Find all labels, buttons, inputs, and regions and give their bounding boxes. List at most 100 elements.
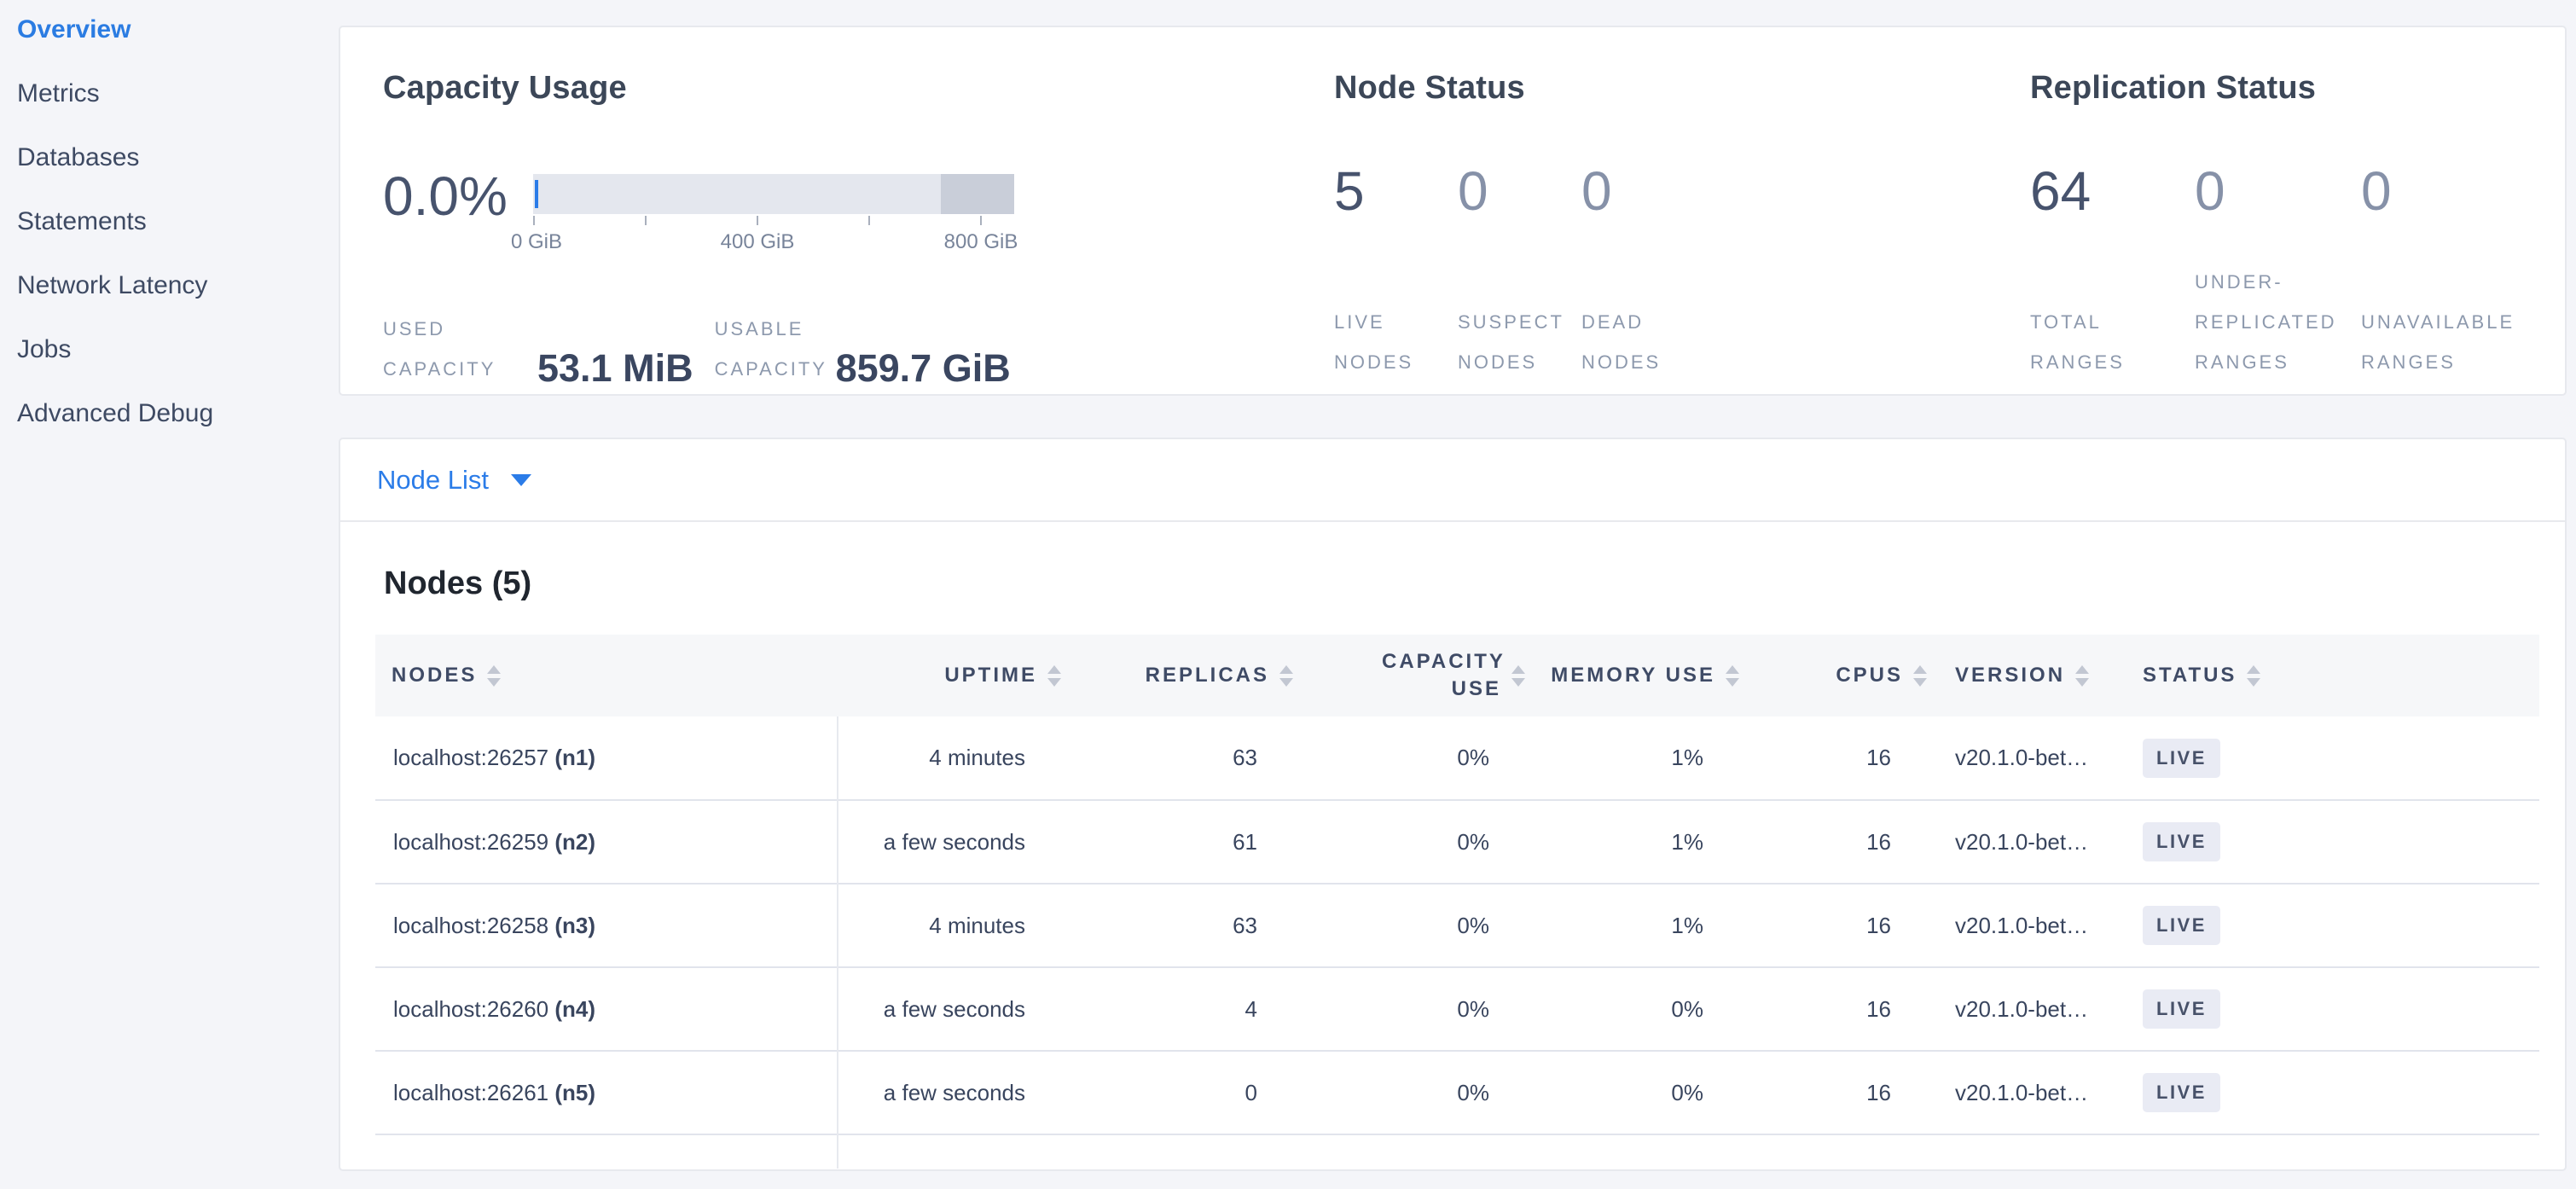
unavailable-ranges-label: UNAVAILABLE RANGES: [2361, 311, 2515, 373]
uptime-cell: 4 minutes: [929, 912, 1025, 938]
column-header-memory-use[interactable]: MEMORY USE: [1496, 635, 1739, 716]
column-header-uptime[interactable]: UPTIME: [838, 635, 1061, 716]
axis-tick: [533, 216, 535, 225]
column-header-status[interactable]: STATUS: [2143, 635, 2539, 716]
used-capacity-stat: USED CAPACITY 53.1 MiB: [383, 309, 693, 389]
version-cell: v20.1.0-bet…: [1955, 745, 2089, 770]
table-row: localhost:26261 (n5) a few seconds 0 0% …: [375, 1051, 2539, 1134]
dead-nodes-value: 0: [1581, 160, 1612, 222]
column-label: MEMORY USE: [1551, 664, 1715, 687]
node-address-link[interactable]: localhost:26259: [393, 828, 549, 855]
capacity-use-cell: 0%: [1457, 995, 1489, 1022]
uptime-cell: a few seconds: [883, 828, 1025, 855]
memory-use-cell: 1%: [1671, 828, 1703, 855]
sort-icon: [1047, 664, 1061, 687]
under-replicated-ranges-label: UNDER-REPLICATED RANGES: [2195, 271, 2337, 373]
replication-status-title: Replication Status: [2030, 70, 2317, 106]
sidebar-item-overview[interactable]: Overview: [17, 15, 131, 44]
node-cell: localhost:26260 (n4): [375, 967, 838, 1051]
sidebar: Overview Metrics Databases Statements Ne…: [0, 0, 339, 1189]
total-ranges-value: 64: [2030, 160, 2092, 222]
capacity-bar-used-marker: [535, 180, 538, 208]
replicas-cell: 4: [1244, 995, 1257, 1022]
status-badge: LIVE: [2143, 738, 2220, 778]
node-address-link[interactable]: localhost:26258: [393, 912, 549, 938]
table-row: localhost:26260 (n4) a few seconds 4 0% …: [375, 967, 2539, 1051]
sidebar-item-databases[interactable]: Databases: [17, 143, 140, 171]
suspect-nodes-label: SUSPECT NODES: [1458, 311, 1564, 373]
node-list-dropdown[interactable]: Node List: [340, 439, 2565, 522]
capacity-bar-usable: [533, 174, 1014, 214]
memory-use-cell: 1%: [1671, 912, 1703, 938]
cpus-cell: 16: [1866, 912, 1891, 938]
node-cell: localhost:26259 (n2): [375, 800, 838, 884]
column-label: NODES: [392, 664, 478, 687]
column-header-version[interactable]: VERSION: [1898, 635, 2143, 716]
node-address-link[interactable]: localhost:26261: [393, 1079, 549, 1105]
suspect-nodes-value: 0: [1458, 160, 1488, 222]
node-address-link[interactable]: localhost:26260: [393, 995, 549, 1022]
chevron-down-icon: [510, 473, 531, 486]
sort-icon: [487, 664, 502, 687]
axis-label-400gib: 400 GiB: [720, 230, 795, 253]
usable-capacity-label: USABLE CAPACITY: [714, 318, 827, 380]
cpus-cell: 16: [1866, 1079, 1891, 1105]
node-status-stats: 5 LIVE NODES 0 SUSPECT NODES 0 DEAD NODE…: [1334, 164, 1726, 382]
dead-nodes-stat: 0 DEAD NODES: [1581, 164, 1726, 382]
under-replicated-ranges-stat: 0 UNDER-REPLICATED RANGES: [2195, 164, 2361, 382]
replicas-cell: 0: [1244, 1079, 1257, 1105]
sort-icon: [1726, 664, 1739, 687]
table-header-row: NODES UPTIME REPLICAS CAPACITY USE: [375, 635, 2539, 716]
suspect-nodes-stat: 0 SUSPECT NODES: [1458, 164, 1581, 382]
replication-stats: 64 TOTAL RANGES 0 UNDER-REPLICATED RANGE…: [2030, 164, 2566, 382]
node-cell: localhost:26258 (n3): [375, 884, 838, 967]
column-header-replicas[interactable]: REPLICAS: [1032, 635, 1293, 716]
sidebar-item-jobs[interactable]: Jobs: [17, 335, 72, 363]
axis-tick: [868, 216, 870, 225]
table-row: localhost:26258 (n3) 4 minutes 63 0% 1% …: [375, 884, 2539, 967]
sidebar-item-metrics[interactable]: Metrics: [17, 79, 100, 107]
node-id: (n5): [554, 1079, 596, 1105]
version-cell: v20.1.0-bet…: [1955, 912, 2089, 938]
uptime-cell: a few seconds: [883, 995, 1025, 1022]
column-label: STATUS: [2143, 664, 2237, 687]
replicas-cell: 63: [1233, 745, 1257, 770]
total-ranges-label: TOTAL RANGES: [2030, 311, 2125, 373]
capacity-used-percent: 0.0%: [383, 165, 508, 227]
status-cell: LIVE: [2143, 716, 2539, 800]
node-address-link[interactable]: localhost:26257: [393, 745, 549, 770]
cpus-cell: 16: [1866, 745, 1891, 770]
axis-label-800gib: 800 GiB: [943, 230, 1018, 253]
sidebar-item-network-latency[interactable]: Network Latency: [17, 271, 208, 299]
total-ranges-stat: 64 TOTAL RANGES: [2030, 164, 2195, 382]
sidebar-item-advanced-debug[interactable]: Advanced Debug: [17, 399, 214, 427]
sort-icon: [1511, 664, 1525, 687]
memory-use-cell: 0%: [1671, 995, 1703, 1022]
version-cell: v20.1.0-bet…: [1955, 828, 2089, 855]
status-cell: LIVE: [2143, 800, 2539, 884]
column-label: CAPACITY USE: [1382, 650, 1506, 700]
status-badge: LIVE: [2143, 822, 2220, 861]
capacity-usage-title: Capacity Usage: [383, 70, 627, 106]
node-cell: localhost:26257 (n1): [375, 716, 838, 800]
column-header-nodes[interactable]: NODES: [375, 635, 838, 716]
status-cell: LIVE: [2143, 1051, 2539, 1134]
capacity-bar-other-usage: [941, 174, 1014, 214]
live-nodes-stat: 5 LIVE NODES: [1334, 164, 1458, 382]
nodes-table: NODES UPTIME REPLICAS CAPACITY USE: [375, 635, 2539, 1169]
sidebar-item-statements[interactable]: Statements: [17, 207, 147, 235]
capacity-use-cell: 0%: [1457, 828, 1489, 855]
column-header-capacity-use[interactable]: CAPACITY USE: [1264, 635, 1525, 716]
usable-capacity-stat: USABLE CAPACITY 859.7 GiB: [715, 309, 1011, 389]
sort-icon: [2075, 664, 2090, 687]
sort-icon: [1913, 664, 1927, 687]
cpus-cell: 16: [1866, 828, 1891, 855]
node-id: (n4): [554, 995, 596, 1022]
status-cell: LIVE: [2143, 967, 2539, 1051]
node-list-dropdown-label[interactable]: Node List: [377, 464, 489, 495]
sort-icon: [2247, 664, 2261, 687]
column-header-cpus[interactable]: CPUS: [1710, 635, 1927, 716]
table-row: localhost:26257 (n1) 4 minutes 63 0% 1% …: [375, 716, 2539, 800]
sort-icon: [1279, 664, 1293, 687]
column-label: UPTIME: [944, 664, 1037, 687]
